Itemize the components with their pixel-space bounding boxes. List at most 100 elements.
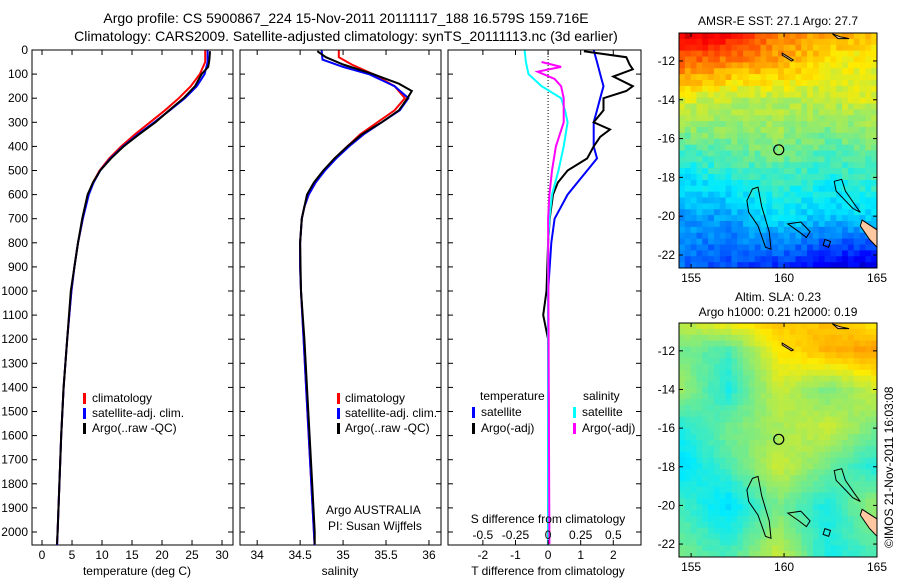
map-cell: [812, 527, 820, 534]
map-cell: [859, 256, 866, 263]
map-cell: [713, 226, 721, 234]
map-cell: [772, 138, 779, 146]
map-cell: [865, 469, 872, 476]
map-cell: [748, 527, 756, 534]
map-cell: [684, 56, 692, 63]
map-cell: [719, 262, 726, 269]
map-cell: [836, 244, 843, 251]
map-cell: [766, 533, 773, 540]
map-cell: [801, 191, 808, 198]
map-cell: [842, 527, 849, 534]
map-cell: [766, 121, 773, 128]
map-cell: [836, 510, 843, 517]
lat-tick-label: -18: [658, 170, 676, 184]
map-cell: [719, 74, 726, 81]
map-cell: [766, 38, 773, 46]
map-cell: [679, 475, 686, 482]
map-cell: [696, 504, 703, 511]
map-cell: [684, 428, 692, 435]
map-cell: [789, 551, 796, 558]
map-cell: [719, 44, 726, 52]
map-cell: [719, 463, 726, 470]
map-cell: [830, 232, 837, 240]
map-cell: [807, 475, 814, 482]
map-cell: [801, 428, 808, 435]
map-cell: [795, 168, 802, 175]
map-cell: [754, 504, 761, 511]
map-cell: [859, 463, 866, 470]
map-cell: [772, 127, 779, 134]
map-cell: [702, 138, 709, 146]
map-cell: [731, 475, 738, 482]
map-cell: [702, 475, 709, 482]
map-cell: [679, 132, 686, 140]
legend-swatch-s-satellite: [573, 407, 576, 418]
map-cell: [731, 262, 738, 269]
map-cell: [743, 492, 750, 499]
map-cell: [871, 375, 878, 382]
map-cell: [824, 244, 831, 251]
map-cell: [702, 80, 709, 87]
map-cell: [702, 209, 709, 216]
map-cell: [778, 191, 785, 198]
map-cell: [783, 422, 791, 429]
map-cell: [824, 346, 831, 353]
map-cell: [778, 80, 785, 87]
map-cell: [748, 174, 756, 181]
map-cell: [818, 68, 825, 75]
map-cell: [690, 256, 697, 263]
map-cell: [748, 399, 756, 406]
map-cell: [772, 469, 779, 476]
map-cell: [865, 68, 872, 75]
map-cell: [708, 238, 715, 245]
map-cell: [684, 250, 692, 257]
map-cell: [708, 250, 715, 257]
map-cell: [865, 328, 872, 336]
map-cell: [778, 132, 785, 140]
map-cell: [702, 451, 709, 458]
map-cell: [690, 174, 697, 181]
map-cell: [807, 179, 814, 187]
map-cell: [853, 74, 860, 81]
map-cell: [830, 422, 837, 429]
map-cell: [807, 250, 814, 257]
map-cell: [748, 375, 756, 382]
map-cell: [679, 262, 686, 269]
map-cell: [754, 97, 761, 104]
map-cell: [754, 185, 761, 193]
map-cell: [684, 91, 692, 99]
map-cell: [795, 340, 802, 347]
map-cell: [812, 256, 820, 263]
map-cell: [696, 358, 703, 365]
map-cell: [766, 209, 773, 216]
map-cell: [748, 127, 756, 134]
map-cell: [871, 369, 878, 377]
map-cell: [824, 533, 831, 540]
map-cell: [830, 434, 837, 441]
map-cell: [865, 150, 872, 157]
map-cell: [836, 127, 843, 134]
map-cell: [865, 127, 872, 134]
map-cell: [719, 38, 726, 46]
map-cell: [824, 103, 831, 110]
map-cell: [737, 358, 744, 365]
map-cell: [708, 156, 715, 163]
map-cell: [853, 44, 860, 52]
map-cell: [807, 33, 814, 40]
map-cell: [684, 138, 692, 146]
map-cell: [801, 197, 808, 204]
map-cell: [719, 504, 726, 511]
map-cell: [772, 91, 779, 99]
map-cell: [830, 262, 837, 269]
map-cell: [842, 445, 849, 453]
depth-tick-label: 1400: [1, 380, 28, 394]
series-line-argo-raw-qc-: [299, 50, 414, 544]
map-cell: [842, 469, 849, 476]
map-cell: [824, 340, 831, 347]
map-cell: [859, 328, 866, 336]
map-cell: [830, 381, 837, 388]
map-cell: [783, 475, 791, 482]
map-cell: [818, 62, 825, 69]
map-cell: [679, 215, 686, 222]
map-cell: [696, 209, 703, 216]
